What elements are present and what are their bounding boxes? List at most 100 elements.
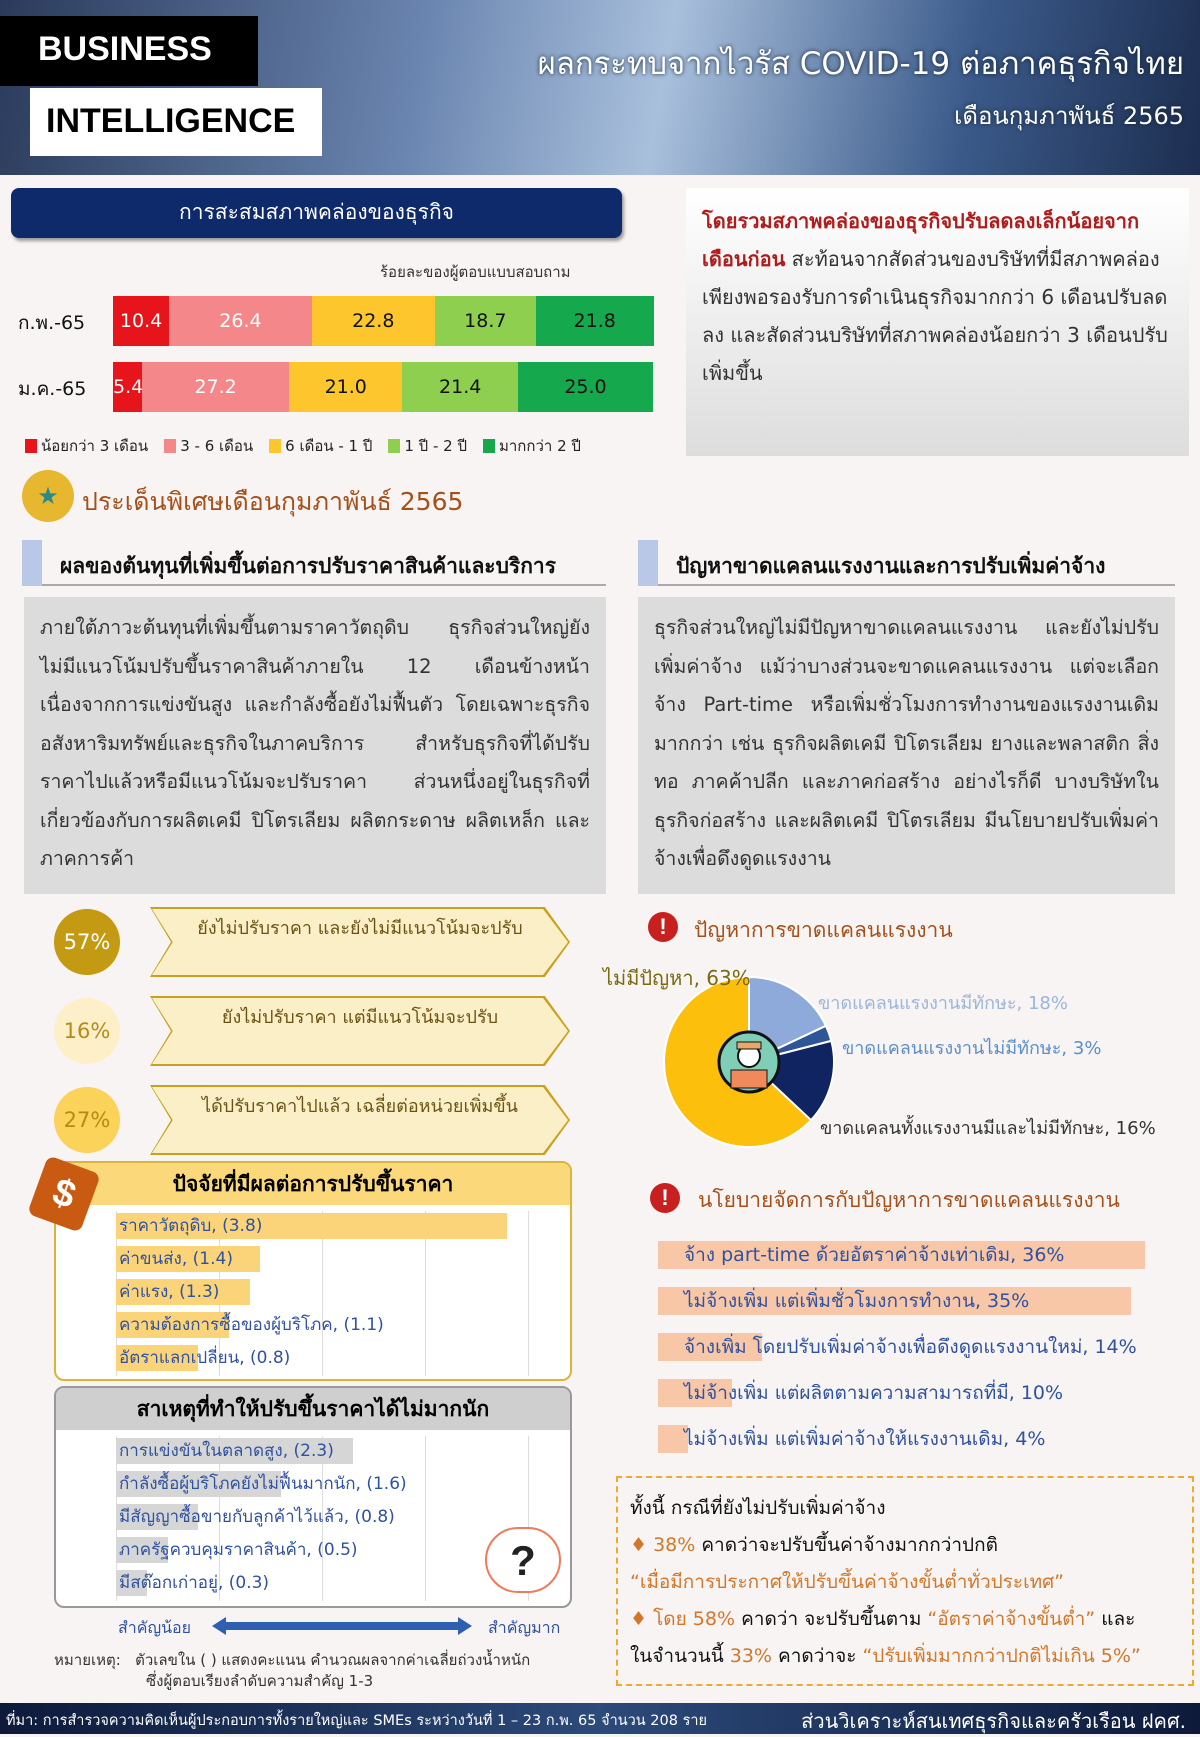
bar	[116, 1570, 147, 1596]
factors-chart: ราคาวัตถุดิบ, (3.8) ค่าขนส่ง, (1.4) ค่าแรง…	[116, 1211, 556, 1376]
bar-label: จ้างเพิ่ม โดยปรับเพิ่มค่าจ้างเพื่อดึงดูด…	[684, 1336, 1137, 1358]
cost-section-text: ภายใต้ภาวะต้นทุนที่เพิ่มขึ้นตามราคาวัตถุ…	[24, 597, 606, 894]
logo-intelligence: INTELLIGENCE	[30, 88, 322, 156]
note-line1: ตัวเลขใน ( ) แสดงคะแนน คำนวณผลจากค่าเฉลี…	[135, 1651, 531, 1669]
labor-section-text: ธุรกิจส่วนใหญ่ไม่มีปัญหาขาดแคลนแรงงาน แล…	[638, 597, 1175, 894]
legend-label: 1 ปี - 2 ปี	[404, 437, 467, 455]
wage-p2-and: และ	[1095, 1608, 1136, 1630]
stacked-bar-segment: 26.4	[169, 296, 312, 346]
legend-label: น้อยกว่า 3 เดือน	[41, 437, 149, 455]
footer-source: ที่มา: การสำรวจความคิดเห็นผู้ประกอบการทั…	[6, 1713, 707, 1729]
summary-highlight: โดยรวมสภาพคล่องของธุรกิจปรับลดลงเล็กน้อย…	[702, 209, 1140, 271]
factors-title: ปัจจัยที่มีผลต่อการปรับขึ้นราคา	[56, 1163, 570, 1205]
bar-label: การแข่งขันในตลาดสูง, (2.3)	[119, 1441, 334, 1461]
stacked-bar-segment: 21.0	[289, 362, 403, 412]
plan-percent-badge: 27%	[54, 1087, 120, 1153]
bar	[658, 1241, 1145, 1269]
stacked-bar-segment: 5.4	[113, 362, 143, 412]
stacked-bar-segment: 21.8	[535, 296, 654, 346]
wage-p2-pct: โดย 58%	[653, 1608, 736, 1630]
note-label: หมายเหตุ:	[54, 1651, 121, 1669]
wage-box: ทั้งนี้ กรณีที่ยังไม่ปรับเพิ่มค่าจ้าง ♦ …	[616, 1476, 1194, 1686]
pie-label: ขาดแคลนแรงงานมีทักษะ, 18%	[818, 993, 1068, 1014]
cost-section-header: ผลของต้นทุนที่เพิ่มขึ้นต่อการปรับราคาสิน…	[22, 540, 606, 586]
bar-label: มีสัญญาซื้อขายกับลูกค้าไว้แล้ว, (0.8)	[119, 1507, 395, 1527]
plan-text: ยังไม่ปรับราคา แต่มีแนวโน้มจะปรับ ราคาภาย…	[152, 998, 568, 1064]
alert-icon: !	[650, 1183, 680, 1213]
logo-business: BUSINESS	[0, 16, 258, 86]
wage-p3-pct: 33%	[729, 1645, 772, 1667]
bar-label: ไม่จ้างเพิ่ม แต่เพิ่มชั่วโมงการทำงาน, 35…	[684, 1290, 1030, 1312]
cost-section-title: ผลของต้นทุนที่เพิ่มขึ้นต่อการปรับราคาสิน…	[60, 554, 556, 578]
bar	[658, 1287, 1132, 1315]
legend-item: 6 เดือน - 1 ปี	[269, 434, 372, 458]
wage-p3-pre: ในจำนวนนี้	[630, 1645, 730, 1667]
plan-arrow-box: ยังไม่ปรับราคา และยังไม่มีแนวโน้มจะปรับร…	[150, 907, 570, 977]
bar-label: ราคาวัตถุดิบ, (3.8)	[119, 1216, 263, 1236]
policy-title: นโยบายจัดการกับปัญหาการขาดแคลนแรงงาน	[698, 1188, 1120, 1212]
summary-text: สะท้อนจากสัดส่วนของบริษัทที่มีสภาพคล่องเ…	[702, 247, 1168, 385]
diamond-icon: ♦	[630, 1608, 654, 1630]
bar-label: ภาครัฐควบคุมราคาสินค้า, (0.5)	[119, 1540, 358, 1560]
liquidity-summary: โดยรวมสภาพคล่องของธุรกิจปรับลดลงเล็กน้อย…	[686, 188, 1189, 456]
bar	[116, 1504, 199, 1530]
wage-intro: ทั้งนี้ กรณีที่ยังไม่ปรับเพิ่มค่าจ้าง	[630, 1497, 886, 1519]
legend-item: มากกว่า 2 ปี	[483, 434, 581, 458]
scale-high-label: สำคัญมาก	[488, 1618, 561, 1637]
liquidity-title: การสะสมสภาพคล่องของธุรกิจ	[11, 188, 622, 238]
plan-percent-badge: 16%	[54, 998, 120, 1064]
gridline	[322, 1436, 323, 1601]
stacked-bar-segment: 22.8	[311, 296, 435, 346]
labor-problem-title: ปัญหาการขาดแคลนแรงงาน	[694, 918, 953, 942]
legend-label: 3 - 6 เดือน	[180, 437, 254, 455]
plan-percent-badge: 57%	[54, 909, 120, 975]
gridline	[425, 1436, 426, 1601]
wage-p2-text: คาดว่า จะปรับขึ้นตาม	[735, 1608, 928, 1630]
labor-section-header: ปัญหาขาดแคลนแรงงานและการปรับเพิ่มค่าจ้าง	[638, 540, 1175, 586]
bar	[116, 1312, 230, 1338]
header-banner: BUSINESS INTELLIGENCE ผลกระทบจากไวรัส CO…	[0, 0, 1200, 175]
note-line2: ซึ่งผู้ตอบเรียงลำดับความสำคัญ 1-3	[146, 1672, 374, 1690]
legend-item: 1 ปี - 2 ปี	[388, 434, 467, 458]
bar-label: จ้าง part-time ด้วยอัตราค่าจ้างเท่าเดิม,…	[684, 1244, 1065, 1266]
plan-line1: ยังไม่ปรับราคา แต่มีแนวโน้มจะปรับ	[152, 1000, 568, 1064]
stacked-bar-segment: 27.2	[142, 362, 290, 412]
wage-p1-pct: 38%	[653, 1534, 696, 1556]
bar-label: ความต้องการซื้อของผู้บริโภค, (1.1)	[119, 1315, 384, 1335]
wage-p3-quote: “ปรับเพิ่มมากกว่าปกติไม่เกิน 5%”	[862, 1645, 1141, 1667]
page-title: ผลกระทบจากไวรัส COVID-19 ต่อภาคธุรกิจไทย	[537, 46, 1184, 82]
liquidity-legend: น้อยกว่า 3 เดือน 3 - 6 เดือน 6 เดือน - 1 ป…	[25, 434, 581, 458]
bar-label: กำลังซื้อผู้บริโภคยังไม่ฟื้นมากนัก, (1.6…	[119, 1474, 407, 1494]
gridline	[528, 1211, 529, 1376]
section-marker-icon	[638, 540, 658, 586]
bar-label: อัตราแลกเปลี่ยน, (0.8)	[119, 1348, 291, 1368]
bar	[116, 1345, 199, 1371]
legend-label: 6 เดือน - 1 ปี	[285, 437, 373, 455]
plan-arrow-box: ได้ปรับราคาไปแล้ว เฉลี่ยต่อหน่วยเพิ่มขึ้…	[150, 1085, 570, 1155]
row-label: ก.พ.-65	[18, 312, 86, 334]
special-title: ประเด็นพิเศษเดือนกุมภาพันธ์ 2565	[82, 487, 464, 516]
plan-arrow-box: ยังไม่ปรับราคา แต่มีแนวโน้มจะปรับ ราคาภาย…	[150, 996, 570, 1066]
bar	[116, 1537, 168, 1563]
star-badge-icon: ★	[22, 470, 74, 522]
question-thought-icon: ?	[485, 1527, 561, 1593]
factors-panel: ปัจจัยที่มีผลต่อการปรับขึ้นราคา ราคาวัตถ…	[54, 1161, 572, 1381]
bar	[658, 1425, 688, 1453]
row-label: ม.ค.-65	[18, 378, 87, 400]
legend-swatch	[388, 439, 401, 453]
bar-label: ไม่จ้างเพิ่ม แต่ผลิตตามความสามารถที่มี, …	[684, 1382, 1064, 1404]
diamond-icon: ♦	[630, 1534, 654, 1556]
bar	[116, 1279, 250, 1305]
legend-item: 3 - 6 เดือน	[164, 434, 253, 458]
wage-p2-quote: “อัตราค่าจ้างขั้นต่ำ”	[927, 1608, 1096, 1630]
wage-p1-quote: “เมื่อมีการประกาศให้ปรับขึ้นค่าจ้างขั้นต…	[630, 1571, 1065, 1593]
plan-text: ได้ปรับราคาไปแล้ว เฉลี่ยต่อหน่วยเพิ่มขึ้…	[152, 1087, 568, 1153]
pie-label: ไม่มีปัญหา, 63%	[603, 966, 751, 990]
gridline	[219, 1436, 220, 1601]
labor-section-title: ปัญหาขาดแคลนแรงงานและการปรับเพิ่มค่าจ้าง	[676, 554, 1106, 578]
alert-icon: !	[648, 912, 678, 942]
footer-org: ส่วนวิเคราะห์สนเทศธุรกิจและครัวเรือน ฝคศ…	[801, 1709, 1186, 1733]
scale-low-label: สำคัญน้อย	[118, 1618, 192, 1637]
section-marker-icon	[22, 540, 42, 586]
legend-item: น้อยกว่า 3 เดือน	[25, 434, 148, 458]
